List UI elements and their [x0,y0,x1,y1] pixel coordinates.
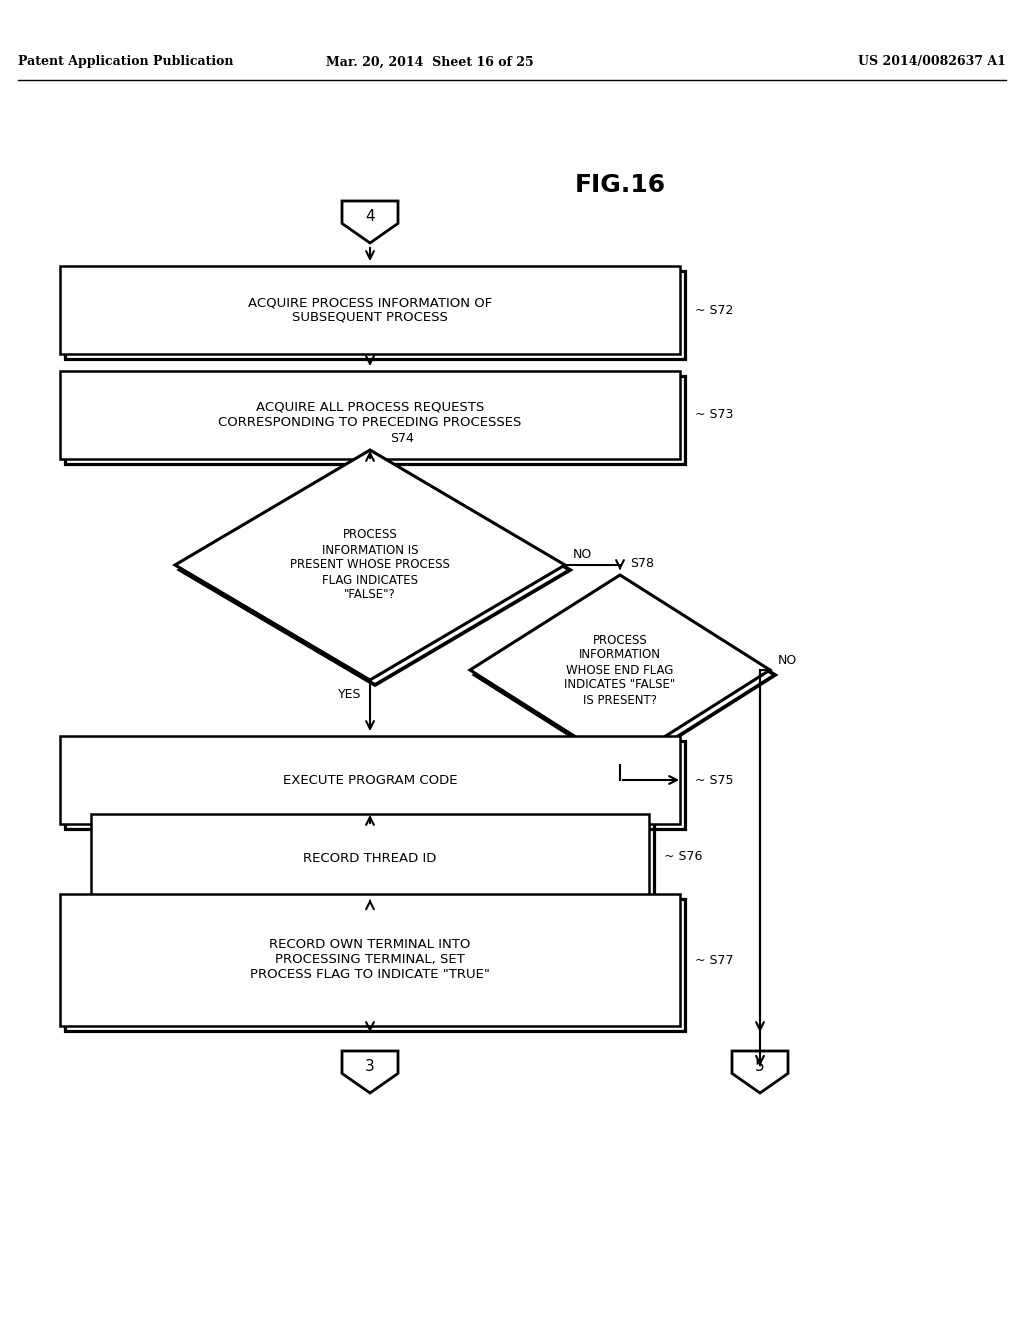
Text: FIG.16: FIG.16 [574,173,666,197]
Bar [60,267,680,354]
Text: 3: 3 [366,1059,375,1074]
Text: ~ S77: ~ S77 [695,953,733,966]
Text: Patent Application Publication: Patent Application Publication [18,55,233,69]
Bar [65,899,685,1031]
Text: 4: 4 [366,209,375,224]
Text: PROCESS
INFORMATION
WHOSE END FLAG
INDICATES "FALSE"
IS PRESENT?: PROCESS INFORMATION WHOSE END FLAG INDIC… [564,634,676,706]
Bar [96,818,654,907]
Text: ~ S76: ~ S76 [664,850,702,862]
Polygon shape [175,450,565,680]
Polygon shape [732,1051,788,1093]
Bar [91,814,649,902]
Text: S74: S74 [390,432,414,445]
Text: US 2014/0082637 A1: US 2014/0082637 A1 [858,55,1006,69]
Text: ~ S73: ~ S73 [695,408,733,421]
Polygon shape [342,201,398,243]
Text: EXECUTE PROGRAM CODE: EXECUTE PROGRAM CODE [283,774,458,787]
Polygon shape [342,1051,398,1093]
Text: NO: NO [778,653,798,667]
Text: ~ S72: ~ S72 [695,304,733,317]
Bar [60,371,680,459]
Text: YES: YES [338,688,361,701]
Text: PROCESS
INFORMATION IS
PRESENT WHOSE PROCESS
FLAG INDICATES
"FALSE"?: PROCESS INFORMATION IS PRESENT WHOSE PRO… [290,528,450,602]
Text: ACQUIRE PROCESS INFORMATION OF
SUBSEQUENT PROCESS: ACQUIRE PROCESS INFORMATION OF SUBSEQUEN… [248,296,493,323]
Text: ~ S75: ~ S75 [695,774,733,787]
Bar [60,894,680,1026]
Text: ACQUIRE ALL PROCESS REQUESTS
CORRESPONDING TO PRECEDING PROCESSES: ACQUIRE ALL PROCESS REQUESTS CORRESPONDI… [218,401,521,429]
Bar [60,737,680,824]
Text: 5: 5 [755,1059,765,1074]
Bar [65,741,685,829]
Bar [65,271,685,359]
Text: Mar. 20, 2014  Sheet 16 of 25: Mar. 20, 2014 Sheet 16 of 25 [327,55,534,69]
Polygon shape [470,576,770,766]
Text: RECORD THREAD ID: RECORD THREAD ID [303,851,436,865]
Text: YES: YES [635,774,658,785]
Text: RECORD OWN TERMINAL INTO
PROCESSING TERMINAL, SET
PROCESS FLAG TO INDICATE "TRUE: RECORD OWN TERMINAL INTO PROCESSING TERM… [250,939,489,982]
Bar [65,376,685,465]
Text: S78: S78 [630,557,654,570]
Text: NO: NO [573,549,592,561]
